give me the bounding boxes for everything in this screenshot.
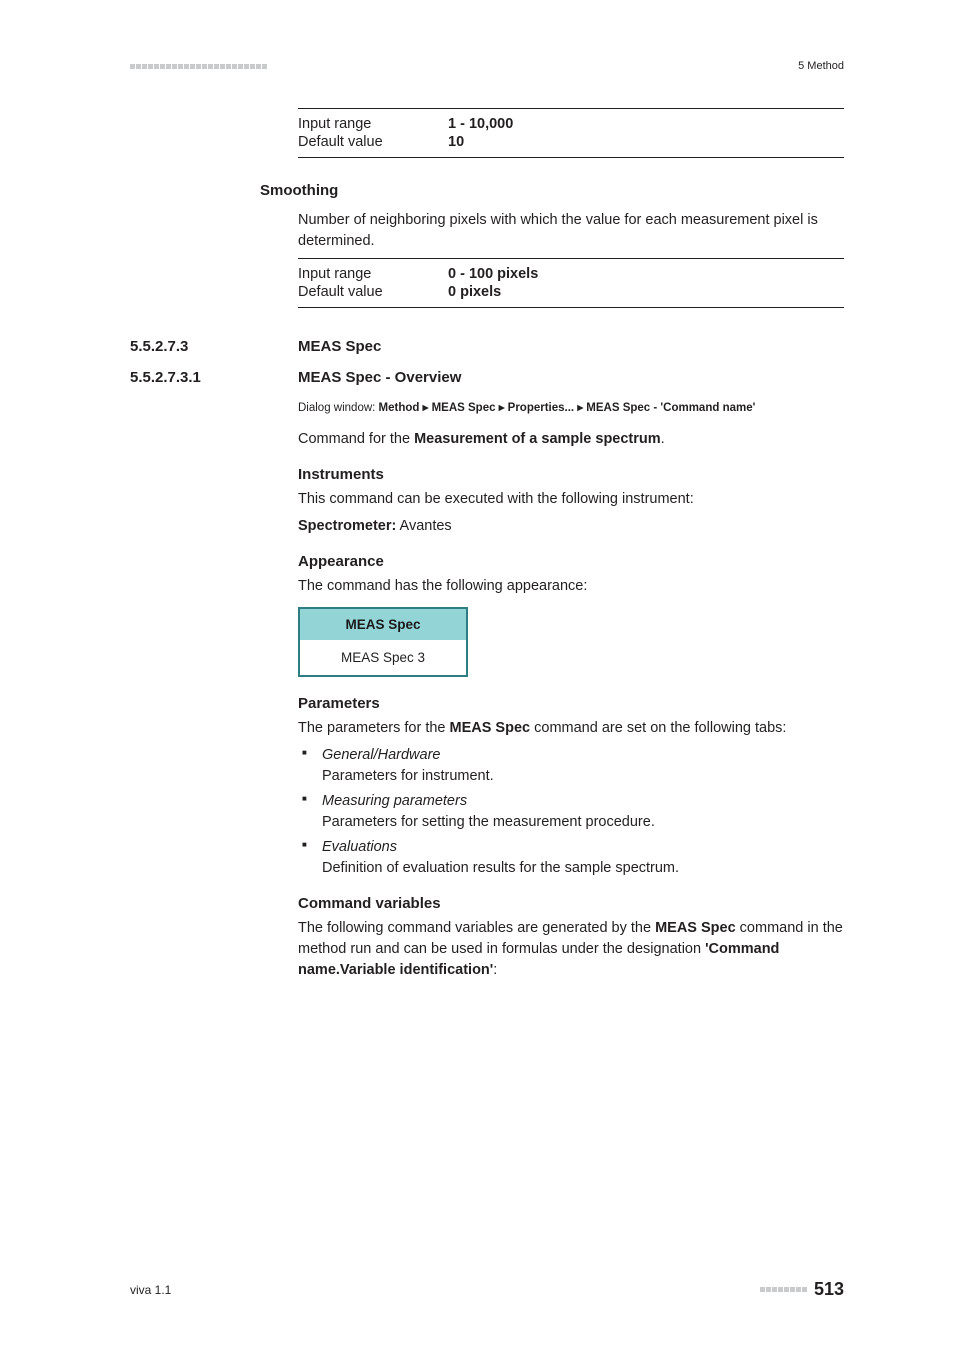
table-row: Default value 10: [298, 133, 844, 151]
page-number: 513: [814, 1279, 844, 1300]
instruments-heading: Instruments: [298, 466, 844, 483]
param-desc: Parameters for instrument.: [322, 768, 494, 784]
cv-b1: MEAS Spec: [655, 920, 736, 936]
page-footer: viva 1.1 513: [130, 1279, 844, 1300]
spectrometer-label: Spectrometer:: [298, 518, 396, 534]
spectrometer-value: Avantes: [396, 518, 451, 534]
list-item: Measuring parameters Parameters for sett…: [298, 791, 844, 833]
section-heading-overview: 5.5.2.7.3.1 MEAS Spec - Overview: [130, 369, 844, 386]
table-val: 0 pixels: [448, 284, 501, 300]
parameters-heading: Parameters: [298, 695, 844, 712]
table-key: Input range: [298, 266, 448, 282]
header-dots: [130, 64, 268, 69]
parameters-list: General/Hardware Parameters for instrume…: [298, 745, 844, 879]
cmd-prefix: Command for the: [298, 431, 414, 447]
command-appearance-box: MEAS Spec MEAS Spec 3: [298, 607, 468, 677]
cv-t1: The following command variables are gene…: [298, 920, 655, 936]
param-title: Measuring parameters: [322, 793, 467, 809]
parameters-intro: The parameters for the MEAS Spec command…: [298, 718, 844, 739]
page-header: 5 Method: [130, 60, 844, 72]
dialog-window-path: Dialog window: Method ▸ MEAS Spec ▸ Prop…: [298, 400, 844, 417]
section-title: MEAS Spec: [298, 338, 381, 355]
cv-t3: :: [493, 962, 497, 978]
table-row: Input range 1 - 10,000: [298, 115, 844, 133]
table-key: Default value: [298, 284, 448, 300]
cmd-bold: Measurement of a sample spectrum: [414, 431, 661, 447]
list-item: Evaluations Definition of evaluation res…: [298, 837, 844, 879]
spectrometer-line: Spectrometer: Avantes: [298, 516, 844, 537]
appearance-box-body: MEAS Spec 3: [300, 640, 466, 675]
header-section-label: 5 Method: [798, 60, 844, 72]
instruments-line: This command can be executed with the fo…: [298, 489, 844, 510]
section-number: 5.5.2.7.3.1: [130, 369, 298, 386]
section-title: MEAS Spec - Overview: [298, 369, 461, 386]
footer-dots: [760, 1287, 808, 1292]
params-intro-bold: MEAS Spec: [450, 720, 531, 736]
table-key: Default value: [298, 134, 448, 150]
command-variables-heading: Command variables: [298, 895, 844, 912]
smoothing-table: Input range 0 - 100 pixels Default value…: [298, 258, 844, 308]
dialog-path: Method ▸ MEAS Spec ▸ Properties... ▸ MEA…: [379, 402, 756, 414]
section-heading-meas-spec: 5.5.2.7.3 MEAS Spec: [130, 338, 844, 355]
section-number: 5.5.2.7.3: [130, 338, 298, 355]
table-val: 1 - 10,000: [448, 116, 513, 132]
table-key: Input range: [298, 116, 448, 132]
param-desc: Definition of evaluation results for the…: [322, 860, 679, 876]
dialog-prefix: Dialog window:: [298, 402, 379, 414]
params-intro-pre: The parameters for the: [298, 720, 450, 736]
table-val: 0 - 100 pixels: [448, 266, 538, 282]
param-title: Evaluations: [322, 839, 397, 855]
table-val: 10: [448, 134, 464, 150]
appearance-line: The command has the following appearance…: [298, 576, 844, 597]
param-desc: Parameters for setting the measurement p…: [322, 814, 655, 830]
command-variables-text: The following command variables are gene…: [298, 918, 844, 981]
command-description: Command for the Measurement of a sample …: [298, 429, 844, 450]
table-row: Default value 0 pixels: [298, 283, 844, 301]
smoothing-label: Smoothing: [260, 182, 338, 199]
list-item: General/Hardware Parameters for instrume…: [298, 745, 844, 787]
param-title: General/Hardware: [322, 747, 440, 763]
table-row: Input range 0 - 100 pixels: [298, 265, 844, 283]
appearance-heading: Appearance: [298, 553, 844, 570]
smoothing-description: Number of neighboring pixels with which …: [298, 210, 844, 252]
footer-left: viva 1.1: [130, 1283, 171, 1297]
params-intro-post: command are set on the following tabs:: [530, 720, 786, 736]
cmd-suffix: .: [661, 431, 665, 447]
appearance-box-head: MEAS Spec: [300, 609, 466, 640]
input-range-table: Input range 1 - 10,000 Default value 10: [298, 108, 844, 158]
